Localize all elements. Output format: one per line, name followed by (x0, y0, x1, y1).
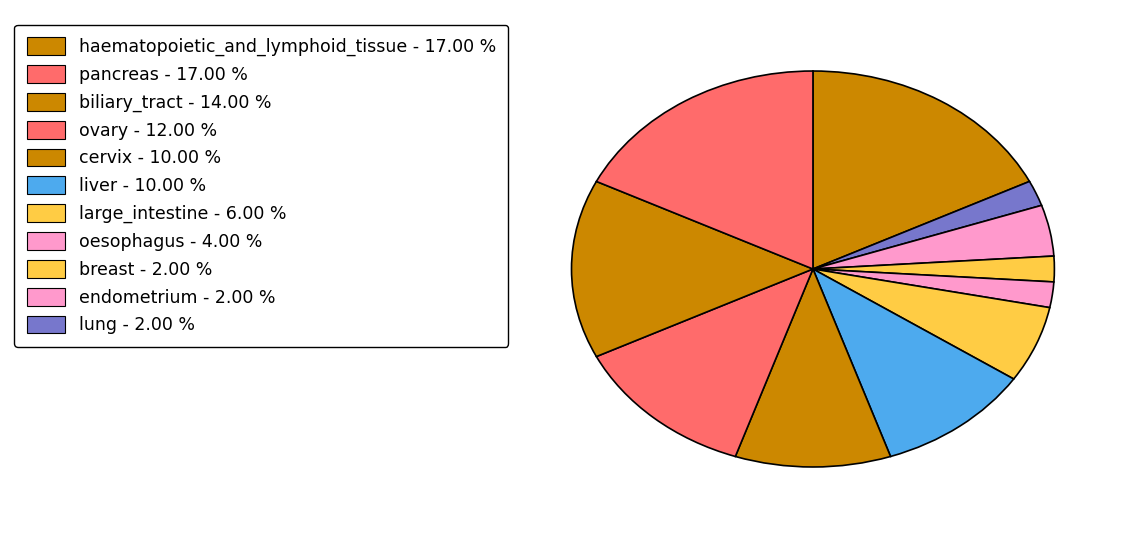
Wedge shape (813, 269, 1013, 456)
Wedge shape (597, 269, 813, 456)
Wedge shape (813, 256, 1055, 282)
Wedge shape (735, 269, 891, 467)
Wedge shape (813, 269, 1050, 379)
Wedge shape (813, 181, 1042, 269)
Wedge shape (813, 206, 1053, 269)
Wedge shape (571, 181, 813, 357)
Wedge shape (813, 269, 1053, 308)
Wedge shape (597, 71, 813, 269)
Legend: haematopoietic_and_lymphoid_tissue - 17.00 %, pancreas - 17.00 %, biliary_tract : haematopoietic_and_lymphoid_tissue - 17.… (15, 25, 508, 346)
Wedge shape (813, 71, 1029, 269)
